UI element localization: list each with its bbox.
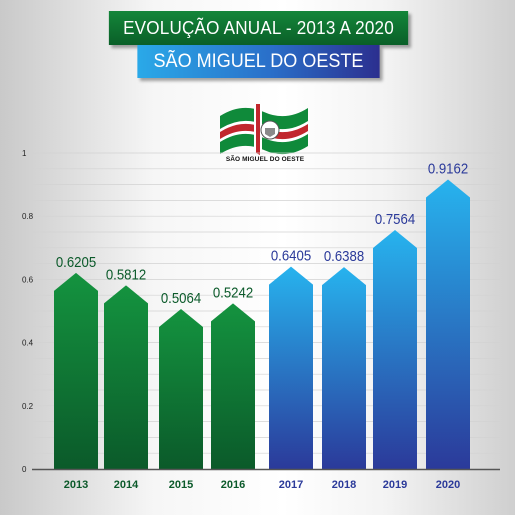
x-tick-label: 2018: [332, 479, 356, 491]
value-label: 0.6388: [324, 247, 364, 264]
x-tick-label: 2020: [436, 479, 460, 491]
chart-subtitle: SÃO MIGUEL DO OESTE: [153, 50, 364, 72]
bar-2015: [159, 308, 203, 469]
value-labels: 0.6205 0.5812 0.5064 0.5242 0.6405 0.6388 0.75…: [56, 160, 468, 306]
value-label: 0.9162: [428, 160, 468, 177]
x-tick-label: 2017: [279, 479, 303, 491]
y-tick-label: 0.4: [22, 339, 34, 348]
y-tick-label: 1: [22, 149, 27, 158]
y-tick-label: 0.6: [22, 275, 34, 284]
bar-2014: [104, 285, 148, 469]
bar-2013: [54, 272, 98, 469]
bar-2020: [426, 179, 470, 469]
value-label: 0.5242: [213, 284, 253, 301]
x-tick-label: 2019: [383, 479, 407, 491]
bar-2016: [211, 303, 255, 469]
bar-2018: [322, 267, 366, 469]
flag-icon: [220, 104, 308, 156]
value-label: 0.7564: [375, 210, 415, 227]
y-tick-label: 0.2: [22, 402, 34, 411]
logo-label: SÃO MIGUEL DO OESTE: [225, 156, 305, 163]
value-label: 0.6405: [271, 247, 311, 264]
y-tick-label: 0: [22, 465, 27, 474]
x-tick-label: 2015: [169, 479, 193, 491]
value-label: 0.6205: [56, 253, 96, 270]
bar-2017: [269, 266, 313, 469]
value-label: 0.5812: [106, 266, 146, 283]
y-axis: 0 0.2 0.4 0.6 0.8 1: [22, 149, 34, 474]
bar-2019: [373, 229, 417, 469]
x-tick-label: 2014: [114, 479, 139, 491]
value-label: 0.5064: [161, 289, 201, 306]
x-tick-label: 2013: [64, 479, 88, 491]
bars: [54, 179, 470, 469]
y-tick-label: 0.8: [22, 212, 34, 221]
x-tick-label: 2016: [221, 479, 245, 491]
chart-title: EVOLUÇÃO ANUAL - 2013 A 2020: [123, 17, 394, 38]
chart-subtitle-banner: SÃO MIGUEL DO OESTE: [137, 45, 380, 78]
chart-title-banner: EVOLUÇÃO ANUAL - 2013 A 2020: [108, 11, 409, 45]
x-axis-labels: 2013 2014 2015 2016 2017 2018 2019 2020: [64, 479, 460, 491]
